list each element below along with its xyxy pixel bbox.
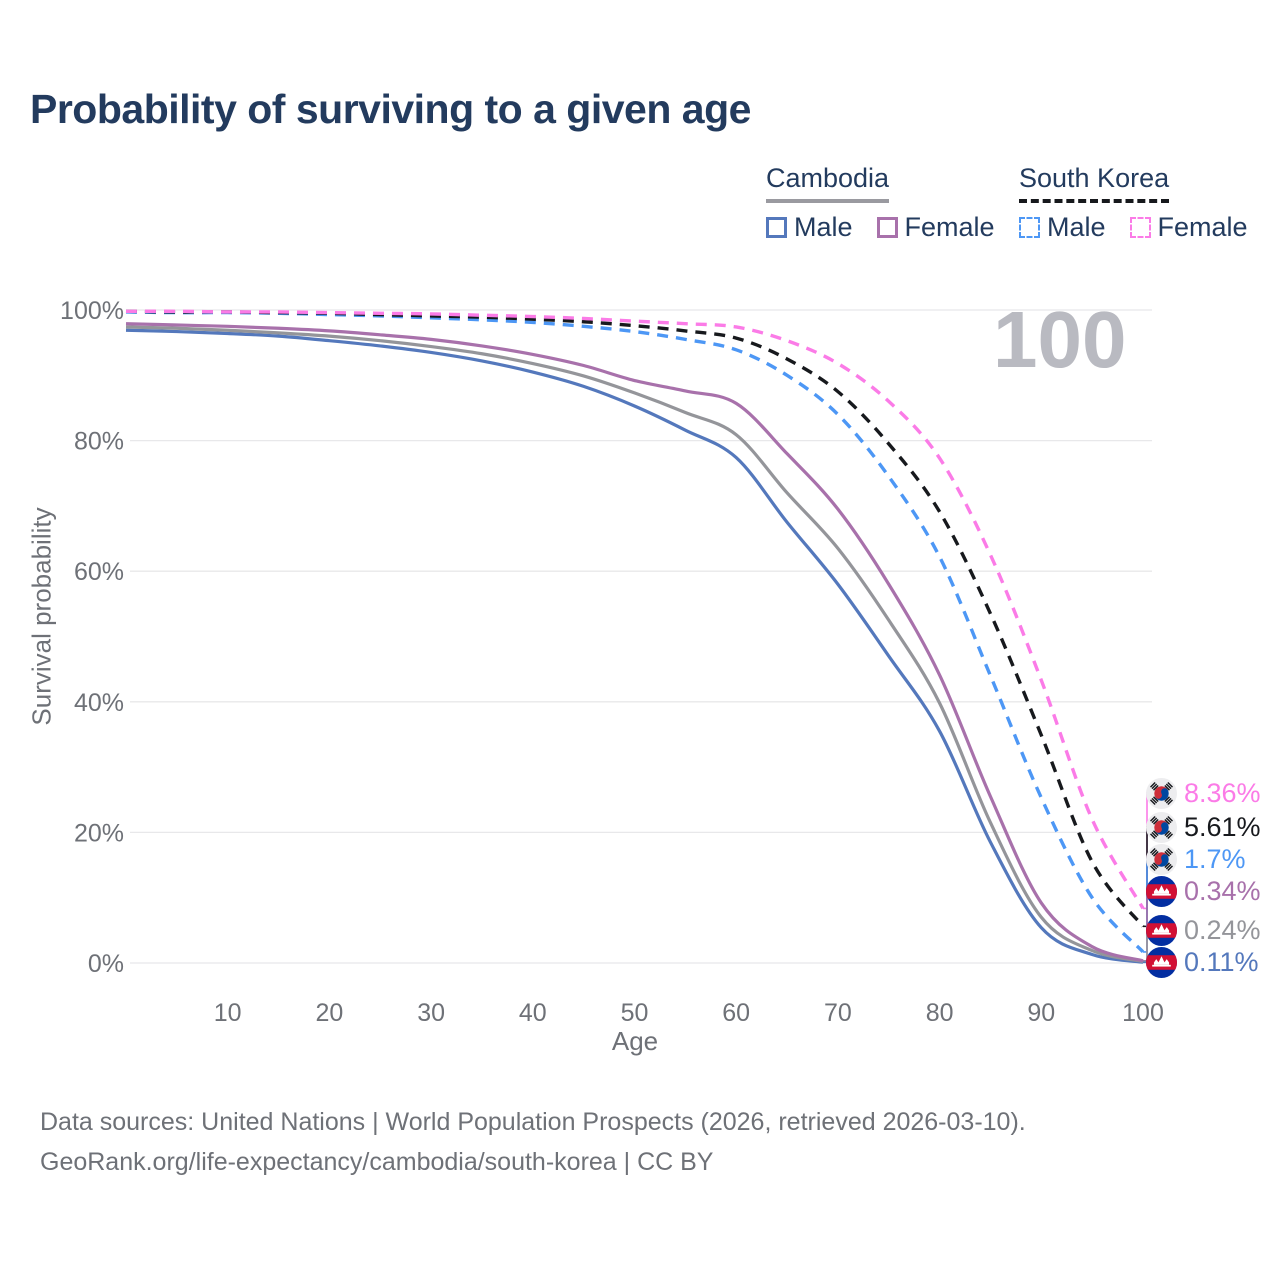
series-line-cambodia-both <box>125 325 1144 964</box>
y-tick-label: 100% <box>60 297 124 325</box>
series-line-cambodia-male <box>125 328 1144 964</box>
y-tick-label: 20% <box>74 819 124 847</box>
y-tick-label: 40% <box>74 689 124 717</box>
cambodia-male-swatch-icon <box>766 217 787 238</box>
x-tick-label: 100 <box>1122 999 1164 1027</box>
end-value-label: 5.61% <box>1184 811 1261 842</box>
series-line-south-korea-female <box>125 309 1145 910</box>
south-korea-flag-icon <box>1146 778 1177 809</box>
x-tick-label: 70 <box>824 999 852 1027</box>
x-tick-label: 80 <box>926 999 954 1027</box>
legend-item-south-korea-female[interactable]: Female <box>1129 212 1248 243</box>
legend-item-label: Male <box>794 212 853 242</box>
legend-group-cambodia: Cambodia Male Female <box>766 163 995 243</box>
series-line-cambodia-female <box>125 322 1144 963</box>
cambodia-flag-icon <box>1146 947 1177 978</box>
south-korea-flag-icon <box>1146 844 1177 875</box>
south-korea-male-swatch-icon <box>1019 217 1040 238</box>
south-korea-flag-icon <box>1146 812 1177 843</box>
legend-title-cambodia: Cambodia <box>766 163 890 203</box>
source-url-note: GeoRank.org/life-expectancy/cambodia/sou… <box>40 1148 714 1176</box>
x-tick-label: 10 <box>214 999 242 1027</box>
x-tick-label: 60 <box>722 999 750 1027</box>
end-value-label: 0.24% <box>1184 914 1261 945</box>
legend-item-cambodia-male[interactable]: Male <box>766 212 853 243</box>
cambodia-flag-icon <box>1146 876 1177 907</box>
page-title: Probability of surviving to a given age <box>30 86 751 132</box>
legend-item-south-korea-male[interactable]: Male <box>1019 212 1106 243</box>
x-tick-label: 90 <box>1027 999 1055 1027</box>
legend-group-south-korea: South Korea Male Female <box>1019 163 1248 243</box>
series-end-label: 0.24% <box>1146 914 1261 946</box>
series-end-label: 5.61% <box>1146 811 1261 843</box>
x-tick-label: 40 <box>519 999 547 1027</box>
legend-title-south-korea: South Korea <box>1019 163 1170 203</box>
series-end-label: 0.11% <box>1146 946 1259 978</box>
legend-item-label: Female <box>1157 212 1248 242</box>
cambodia-female-swatch-icon <box>876 217 898 238</box>
x-tick-label: 50 <box>621 999 649 1027</box>
y-axis-title: Survival probability <box>26 507 57 726</box>
series-line-south-korea-both <box>125 309 1145 928</box>
end-value-label: 0.34% <box>1184 875 1261 906</box>
series-end-label: 8.36% <box>1146 777 1261 809</box>
legend-item-label: Male <box>1047 212 1106 242</box>
end-value-label: 8.36% <box>1184 777 1261 808</box>
y-tick-label: 80% <box>74 428 124 456</box>
series-line-south-korea-male <box>125 310 1145 954</box>
end-value-label: 0.11% <box>1184 946 1259 977</box>
series-end-label: 0.34% <box>1146 875 1261 907</box>
x-tick-label: 30 <box>417 999 445 1027</box>
series-end-label: 1.7% <box>1146 843 1246 875</box>
data-sources-note: Data sources: United Nations | World Pop… <box>40 1108 1026 1136</box>
legend-item-cambodia-female[interactable]: Female <box>876 212 995 243</box>
south-korea-female-swatch-icon <box>1129 217 1151 238</box>
x-axis-title: Age <box>611 1026 659 1056</box>
end-value-label: 1.7% <box>1184 843 1246 874</box>
cambodia-flag-icon <box>1146 915 1177 946</box>
x-tick-label: 20 <box>315 999 343 1027</box>
y-tick-label: 60% <box>74 558 124 586</box>
legend-item-label: Female <box>904 212 995 242</box>
y-tick-label: 0% <box>88 950 124 978</box>
